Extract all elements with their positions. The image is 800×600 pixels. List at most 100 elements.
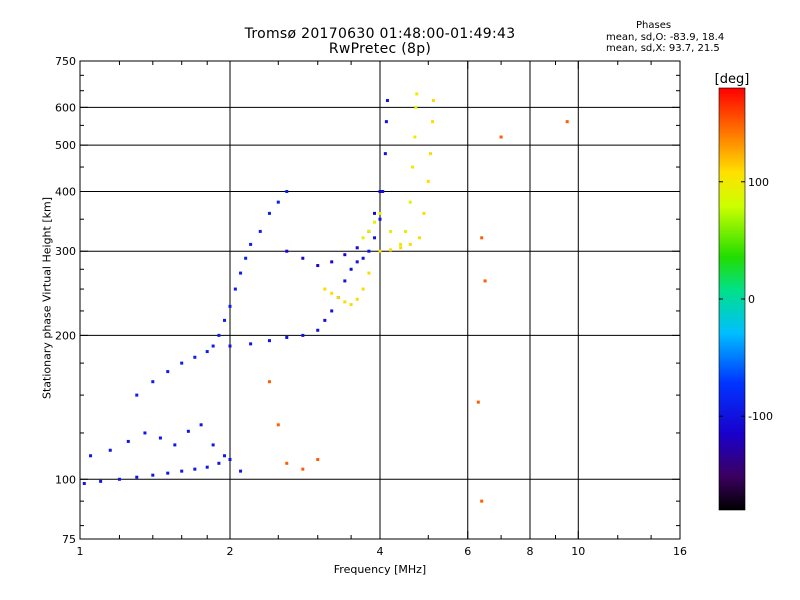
data-point: [367, 271, 371, 275]
data-point: [285, 249, 289, 253]
y-tick-label: 600: [55, 101, 76, 114]
x-tick-label: 6: [464, 545, 471, 558]
stats-line-o: mean, sd,O: -83.9, 18.4: [606, 32, 725, 43]
series-scattered: [267, 120, 569, 503]
colorbar-label: [deg]: [715, 72, 750, 87]
data-point: [330, 309, 334, 313]
data-point: [108, 448, 112, 452]
data-point: [355, 260, 359, 264]
data-point: [166, 370, 170, 374]
data-point: [378, 217, 382, 221]
data-point: [378, 189, 382, 193]
x-axis-label: Frequency [MHz]: [333, 563, 427, 576]
data-point: [413, 135, 417, 139]
data-point: [426, 179, 430, 183]
data-point: [355, 246, 359, 250]
data-point: [343, 300, 347, 304]
data-point: [373, 211, 377, 215]
data-point: [205, 465, 209, 469]
data-point: [361, 236, 365, 240]
data-point: [135, 475, 139, 479]
data-point: [228, 457, 232, 461]
data-point: [89, 454, 93, 458]
data-point: [381, 189, 385, 193]
axis-ticks: 1 2 4 6 8 10 16 75 100 200 300 400 500 600 750: [55, 55, 687, 558]
data-point: [414, 105, 418, 109]
data-point: [276, 200, 280, 204]
data-point: [367, 229, 371, 233]
data-point: [361, 256, 365, 260]
data-point: [267, 211, 271, 215]
data-point: [151, 473, 155, 477]
y-tick-label: 400: [55, 185, 76, 198]
data-point: [316, 328, 320, 332]
data-point: [285, 335, 289, 339]
data-point: [99, 479, 103, 483]
data-point: [373, 236, 377, 240]
data-point: [158, 436, 162, 440]
data-point: [476, 400, 480, 404]
series-x-trace: [323, 99, 435, 307]
data-point: [285, 189, 289, 193]
y-tick-label: 200: [55, 329, 76, 342]
data-point: [399, 246, 403, 250]
data-point: [258, 229, 262, 233]
data-point: [378, 211, 382, 215]
data-point: [239, 271, 243, 275]
data-point: [267, 339, 271, 343]
x-tick-label: 4: [377, 545, 384, 558]
data-point: [82, 481, 86, 485]
data-point: [193, 355, 197, 359]
data-point: [228, 344, 232, 348]
data-point: [422, 211, 426, 215]
data-point: [361, 287, 365, 291]
colorbar-tick-label: -100: [748, 410, 773, 423]
colorbar-tick-label: 0: [748, 293, 755, 306]
data-point: [217, 461, 221, 465]
x-tick-label: 16: [673, 545, 687, 558]
data-point: [403, 229, 407, 233]
data-point: [408, 242, 412, 246]
data-point: [343, 279, 347, 283]
series-x-trace-mid: [361, 92, 419, 246]
data-point: [389, 229, 393, 233]
colorbar: [718, 87, 746, 511]
data-point: [267, 380, 271, 384]
series-o-trace-f2-high: [285, 189, 382, 268]
data-point: [180, 469, 184, 473]
x-tick-label: 1: [77, 545, 84, 558]
data-point: [186, 429, 190, 433]
data-point: [217, 333, 221, 337]
data-point: [143, 431, 147, 435]
series-o-trace-e-f1: [135, 189, 289, 397]
data-point: [323, 287, 327, 291]
data-point: [415, 92, 419, 96]
stats-heading: Phases: [636, 20, 672, 31]
data-point: [480, 499, 484, 503]
data-point: [223, 318, 227, 322]
data-point: [180, 361, 184, 365]
data-point: [301, 333, 305, 337]
data-point: [399, 242, 403, 246]
data-point: [389, 248, 393, 252]
series-o-trace-f2-low: [228, 99, 389, 348]
chart-title: Tromsø 20170630 01:48:00-01:49:43: [244, 26, 516, 42]
data-point: [117, 477, 121, 481]
x-tick-label: 8: [527, 545, 534, 558]
data-point: [383, 152, 387, 156]
colorbar-tick-label: 100: [748, 176, 769, 189]
data-point: [301, 256, 305, 260]
y-tick-label: 100: [55, 473, 76, 486]
data-point: [244, 256, 248, 260]
data-point: [126, 439, 130, 443]
data-point: [249, 342, 253, 346]
data-point: [223, 454, 227, 458]
data-point: [193, 467, 197, 471]
data-point: [249, 242, 253, 246]
x-tick-label: 10: [571, 545, 585, 558]
data-point: [349, 267, 353, 271]
data-point: [330, 291, 334, 295]
data-point: [349, 303, 353, 307]
data-point: [211, 344, 215, 348]
